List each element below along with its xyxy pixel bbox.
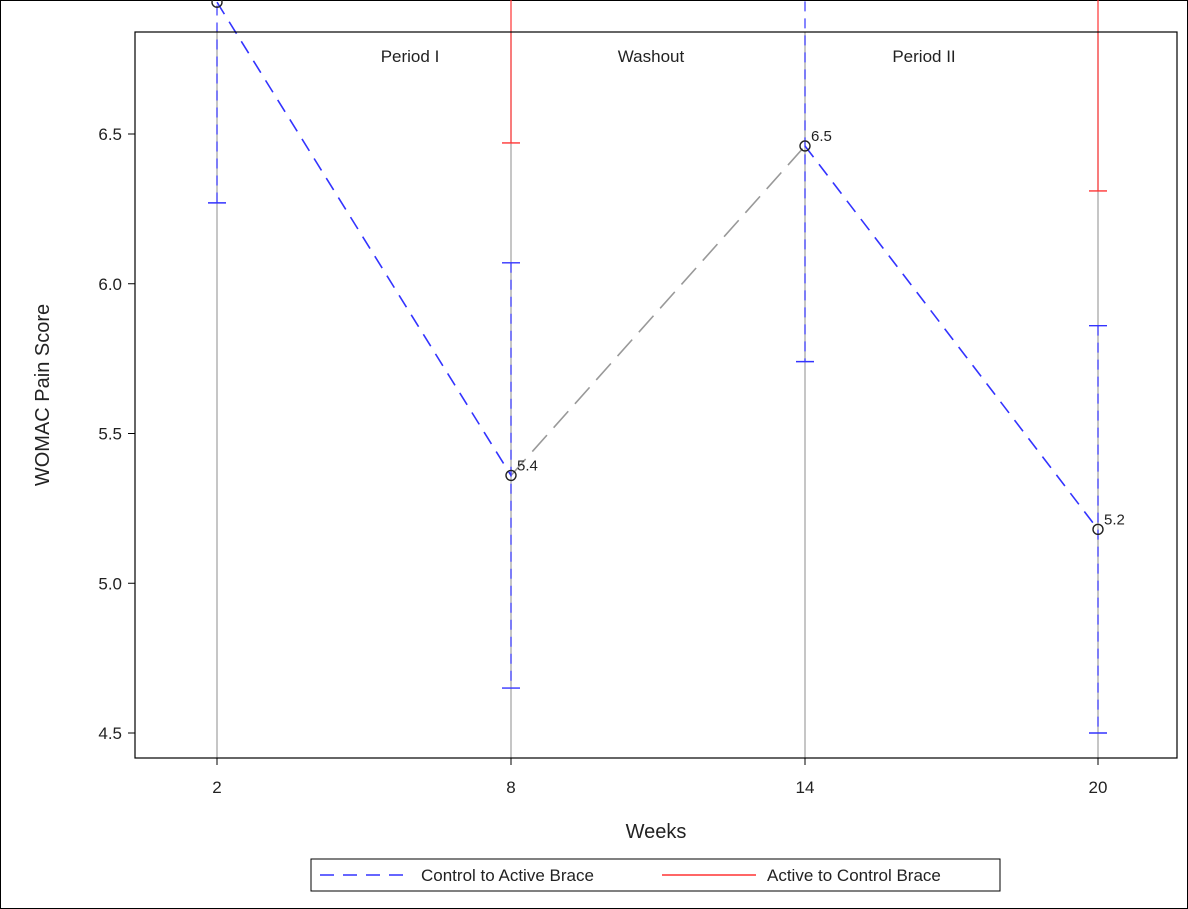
washout-connector bbox=[510, 145, 806, 476]
data-label: 6.5 bbox=[811, 128, 832, 145]
period-labels: Period I Washout Period II bbox=[381, 47, 956, 66]
y-tick-label: 4.5 bbox=[98, 724, 122, 743]
x-tick-label: 20 bbox=[1089, 778, 1108, 797]
y-axis: 4.55.05.56.06.57.07.58.08.59.0 bbox=[98, 125, 135, 743]
grid-lines bbox=[216, 32, 1099, 758]
y-tick-label: 6.5 bbox=[98, 125, 122, 144]
y-tick-label: 5.0 bbox=[98, 574, 122, 593]
plot-area bbox=[134, 31, 1178, 759]
x-tick-label: 8 bbox=[506, 778, 515, 797]
data-label: 5.2 bbox=[1104, 511, 1125, 528]
x-axis: 2 8 14 20 bbox=[212, 758, 1107, 797]
period-label-washout: Washout bbox=[618, 47, 685, 66]
period-label-2: Period II bbox=[892, 47, 955, 66]
series-line-segment bbox=[804, 145, 1099, 530]
legend-label-control: Control to Active Brace bbox=[421, 866, 594, 885]
y-tick-label: 5.5 bbox=[98, 425, 122, 444]
washout-connectors bbox=[510, 145, 806, 476]
x-tick-label: 2 bbox=[212, 778, 221, 797]
data-label: 6.9 bbox=[223, 0, 244, 1]
series-line-segment bbox=[216, 1, 512, 476]
x-axis-title: Weeks bbox=[626, 821, 687, 843]
data-point bbox=[211, 0, 223, 8]
legend-label-active: Active to Control Brace bbox=[767, 866, 941, 885]
legend: Control to Active Brace Active to Contro… bbox=[310, 858, 1001, 892]
legend-box bbox=[310, 858, 1001, 892]
y-tick-label: 6.0 bbox=[98, 275, 122, 294]
y-axis-title: WOMAC Pain Score bbox=[32, 304, 54, 486]
data-point bbox=[505, 469, 517, 482]
data-labels: 6.95.46.55.27.87.28.17.0 bbox=[223, 0, 1125, 528]
x-tick-label: 14 bbox=[796, 778, 815, 797]
data-label: 5.4 bbox=[517, 457, 538, 474]
data-point bbox=[799, 140, 811, 152]
period-label-1: Period I bbox=[381, 47, 440, 66]
data-points bbox=[211, 0, 1104, 536]
data-point bbox=[1092, 523, 1104, 536]
error-bars bbox=[208, 0, 1107, 734]
series-lines bbox=[216, 1, 1099, 530]
